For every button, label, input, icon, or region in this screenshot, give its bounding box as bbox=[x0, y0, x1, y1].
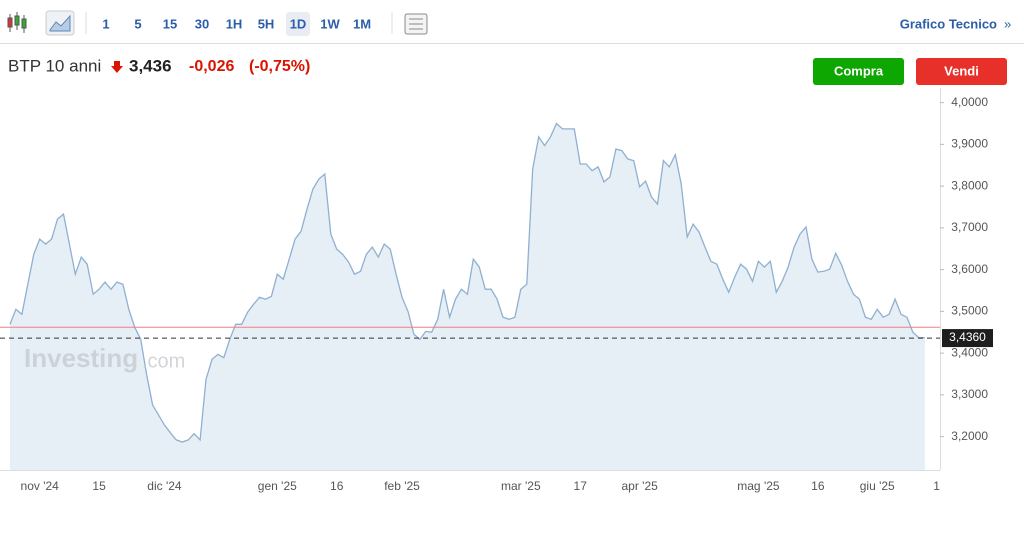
interval-button[interactable]: 1H bbox=[226, 16, 243, 31]
sell-label[interactable]: Vendi bbox=[944, 63, 979, 78]
watermark-suffix: .com bbox=[142, 350, 185, 372]
x-tick-label: 16 bbox=[330, 479, 344, 493]
down-arrow bbox=[111, 61, 123, 73]
x-tick-label: 15 bbox=[92, 479, 106, 493]
last-price-label: 3,4360 bbox=[949, 330, 986, 344]
x-tick-label: apr '25 bbox=[621, 479, 658, 493]
y-tick-label: 3,2000 bbox=[951, 429, 988, 443]
y-tick-label: 4,0000 bbox=[951, 95, 988, 109]
plot: 4,0000 3,9000 3,8000 3,7000 3,6000 3,5000 3,40… bbox=[0, 88, 993, 493]
active-interval-bg bbox=[286, 12, 310, 36]
layout-icon[interactable] bbox=[404, 13, 428, 35]
y-tick-label: 3,7000 bbox=[951, 220, 988, 234]
watermark-brand: Investing bbox=[24, 343, 138, 373]
y-tick-label: 3,3000 bbox=[951, 387, 988, 401]
technical-link[interactable]: Grafico Tecnico bbox=[900, 16, 997, 31]
last-price-box bbox=[942, 329, 993, 348]
instrument-name: BTP 10 anni bbox=[8, 56, 101, 75]
interval-button[interactable]: 15 bbox=[163, 16, 177, 31]
candle-icon[interactable] bbox=[7, 12, 27, 33]
change-pct: (-0,75%) bbox=[249, 58, 310, 75]
area-icon bbox=[49, 14, 71, 32]
x-tick-label: 1 bbox=[933, 479, 940, 493]
interval-button[interactable]: 1M bbox=[353, 16, 371, 31]
area-fill bbox=[10, 123, 925, 470]
price-line bbox=[9, 122, 925, 443]
interval-button[interactable]: 5H bbox=[258, 16, 275, 31]
buy-label[interactable]: Compra bbox=[834, 63, 884, 78]
change: -0,026 bbox=[189, 58, 234, 75]
x-tick-label: 16 bbox=[811, 479, 825, 493]
x-tick-label: feb '25 bbox=[384, 479, 420, 493]
y-tick-label: 3,5000 bbox=[951, 304, 988, 318]
sell-button[interactable] bbox=[916, 58, 1007, 85]
y-tick-label: 3,9000 bbox=[951, 137, 988, 151]
y-tick-label: 3,8000 bbox=[951, 178, 988, 192]
interval-button[interactable]: 1D bbox=[290, 16, 307, 31]
y-tick-label: 3,4000 bbox=[951, 345, 988, 359]
x-tick-label: 17 bbox=[574, 479, 588, 493]
interval-button[interactable]: 5 bbox=[134, 16, 141, 31]
technical-arrow[interactable]: » bbox=[1004, 16, 1011, 31]
price: 3,436 bbox=[129, 56, 172, 75]
x-tick-label: nov '24 bbox=[21, 479, 60, 493]
x-tick-label: dic '24 bbox=[147, 479, 182, 493]
buy-button[interactable] bbox=[813, 58, 904, 85]
x-tick-label: giu '25 bbox=[860, 479, 895, 493]
x-tick-label: mag '25 bbox=[737, 479, 780, 493]
interval-button[interactable]: 1 bbox=[102, 16, 109, 31]
x-tick-label: mar '25 bbox=[501, 479, 541, 493]
x-tick-label: gen '25 bbox=[258, 479, 297, 493]
y-tick-label: 3,6000 bbox=[951, 262, 988, 276]
interval-button[interactable]: 1W bbox=[320, 16, 340, 31]
interval-button[interactable]: 30 bbox=[195, 16, 209, 31]
